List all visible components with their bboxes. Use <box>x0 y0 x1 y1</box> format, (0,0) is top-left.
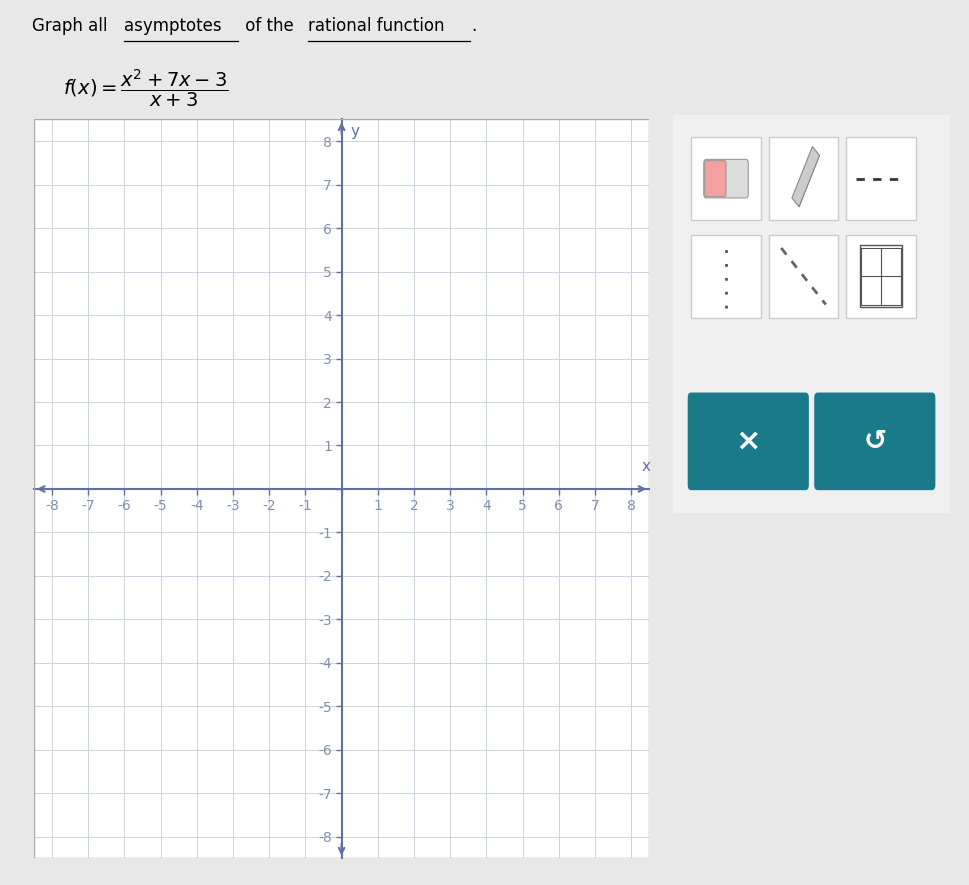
Bar <box>768 235 838 318</box>
Text: x: x <box>641 458 650 473</box>
Text: ↺: ↺ <box>863 427 887 456</box>
Text: y: y <box>351 124 359 139</box>
Text: Graph all: Graph all <box>32 18 112 35</box>
FancyBboxPatch shape <box>671 112 953 517</box>
FancyBboxPatch shape <box>704 161 726 196</box>
Text: of the: of the <box>239 18 298 35</box>
Text: asymptotes: asymptotes <box>124 18 221 35</box>
Bar <box>691 137 761 220</box>
Bar <box>860 245 902 307</box>
Text: rational function: rational function <box>308 18 444 35</box>
Text: ×: × <box>735 427 761 456</box>
Text: .: . <box>471 18 476 35</box>
Polygon shape <box>792 147 820 207</box>
Bar <box>846 235 916 318</box>
Bar <box>846 137 916 220</box>
Text: $f(x) = \dfrac{x^2 + 7x - 3}{x + 3}$: $f(x) = \dfrac{x^2 + 7x - 3}{x + 3}$ <box>63 67 229 109</box>
FancyBboxPatch shape <box>703 159 748 198</box>
Bar <box>691 235 761 318</box>
FancyBboxPatch shape <box>814 393 935 490</box>
Bar <box>768 137 838 220</box>
FancyBboxPatch shape <box>688 393 809 490</box>
